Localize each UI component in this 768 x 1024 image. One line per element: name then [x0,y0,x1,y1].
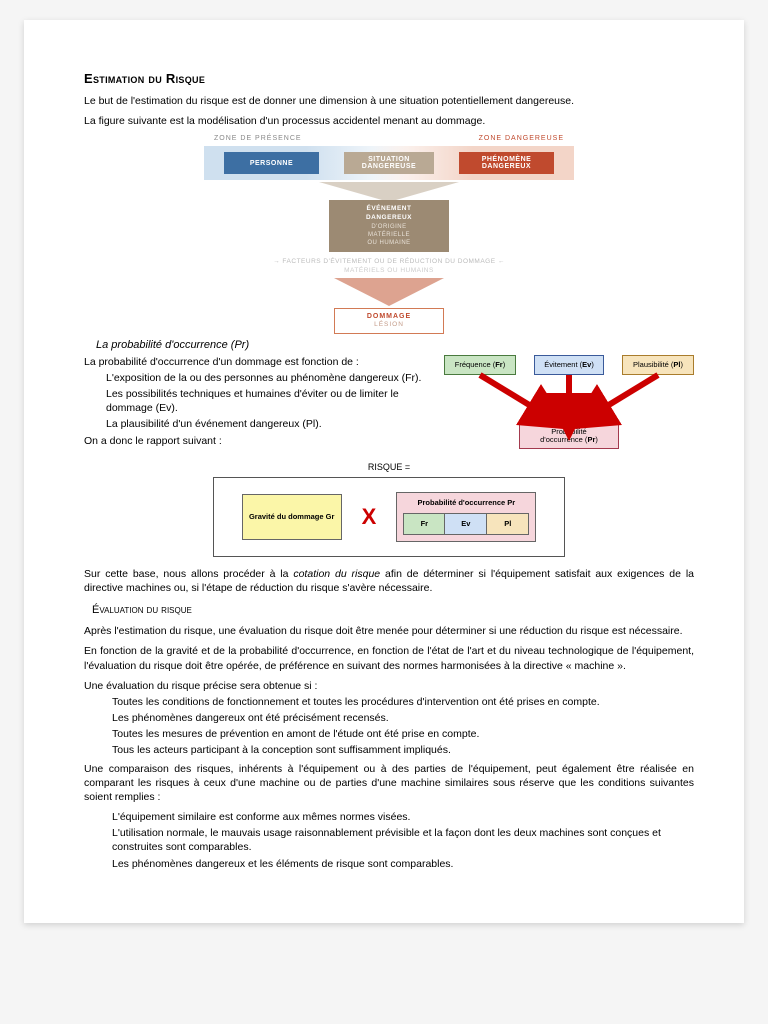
box-plausibilite: Plausibilité (Pl) [622,355,694,375]
cell-ev: Ev [445,513,487,535]
eval-li6: L'utilisation normale, le mauvais usage … [84,826,694,854]
probability-heading: La probabilité d'occurrence (Pr) [96,338,694,353]
eval-p3: Une évaluation du risque précise sera ob… [84,679,694,693]
box-frequence: Fréquence (Fr) [444,355,516,375]
box-prob-occurrence: Probabilité d'occurrence Pr Fr Ev Pl [396,492,536,542]
intro-paragraph-2: La figure suivante est la modélisation d… [84,114,694,128]
eval-p2: En fonction de la gravité et de la proba… [84,644,694,672]
eval-li1: Toutes les conditions de fonctionnement … [84,695,694,709]
probability-section: La probabilité d'occurrence d'un dommage… [84,355,694,455]
eval-li2: Les phénomènes dangereux ont été précisé… [84,711,694,725]
block-situation: SITUATIONDANGEREUSE [344,152,434,174]
zone-label-left: ZONE DE PRÉSENCE [214,134,302,143]
page-title: Estimation du Risque [84,70,694,88]
prob-lead: La probabilité d'occurrence d'un dommage… [84,355,434,369]
probability-diagram: Fréquence (Fr) Évitement (Ev) Plausibili… [444,355,694,455]
prob-tail: On a donc le rapport suivant : [84,434,434,448]
converge-arrow-icon [319,182,459,202]
risk-formula-diagram: RISQUE = Gravité du dommage Gr X Probabi… [84,461,694,557]
prob-item-ev: Les possibilités techniques et humaines … [84,387,434,415]
block-evenement: ÉVÉNEMENT DANGEREUX D'ORIGINE MATÉRIELLE… [329,200,449,252]
intro-paragraph-1: Le but de l'estimation du risque est de … [84,94,694,108]
box-probabilite: Probabilité d'occurrence (Pr) [519,423,619,450]
multiply-icon: X [362,502,377,532]
eval-li4: Tous les acteurs participant à la concep… [84,743,694,757]
box-gravite: Gravité du dommage Gr [242,494,342,540]
block-personne: PERSONNE [224,152,319,174]
factors-label: → FACTEURS D'ÉVITEMENT OU DE RÉDUCTION D… [204,258,574,276]
evaluation-title: Évaluation du risque [92,603,694,618]
cell-pl: Pl [487,513,529,535]
zone-label-right: ZONE DANGEREUSE [479,134,564,143]
cell-fr: Fr [403,513,445,535]
prob-item-pl: La plausibilité d'un événement dangereux… [84,417,434,431]
eval-p1: Après l'estimation du risque, une évalua… [84,624,694,638]
block-dommage: DOMMAGE LÉSION [334,308,444,334]
risk-formula-title: RISQUE = [84,461,694,473]
document-page: Estimation du Risque Le but de l'estimat… [24,20,744,923]
box-evitement: Évitement (Ev) [534,355,604,375]
eval-p4: Une comparaison des risques, inhérents à… [84,762,694,805]
eval-li7: Les phénomènes dangereux et les éléments… [84,857,694,871]
eval-li3: Toutes les mesures de prévention en amon… [84,727,694,741]
cotation-paragraph: Sur cette base, nous allons procéder à l… [84,567,694,595]
down-arrow-icon [334,278,444,306]
process-diagram: ZONE DE PRÉSENCE ZONE DANGEREUSE PERSONN… [204,134,574,334]
prob-item-fr: L'exposition de la ou des personnes au p… [84,371,434,385]
block-phenomene: PHÉNOMÈNEDANGEREUX [459,152,554,174]
eval-li5: L'équipement similaire est conforme aux … [84,810,694,824]
